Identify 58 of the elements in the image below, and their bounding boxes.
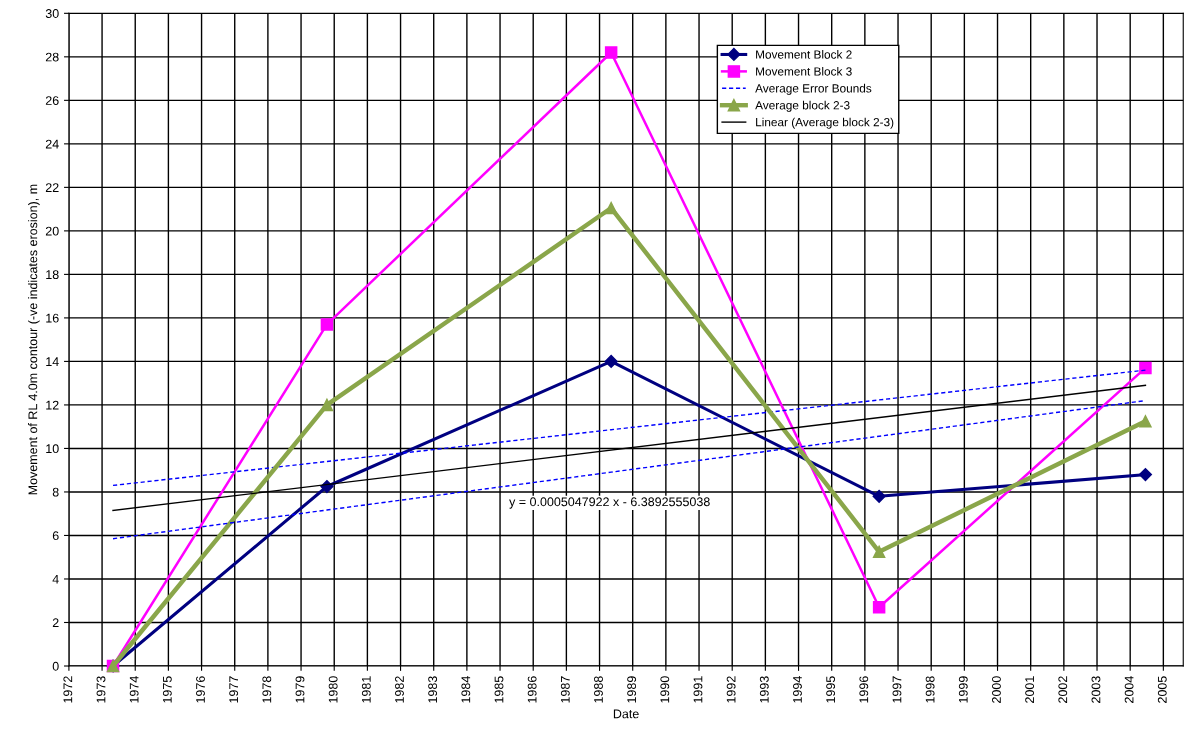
x-tick-label: 1992 xyxy=(726,676,736,703)
x-tick-label: 1999 xyxy=(958,676,968,703)
x-tick-label: 1993 xyxy=(759,676,769,703)
x-tick-label: 1997 xyxy=(892,676,902,703)
x-tick-label: 1985 xyxy=(494,676,504,703)
x-tick-label: 1978 xyxy=(262,676,272,703)
x-tick-label: 1984 xyxy=(461,676,471,703)
x-tick-label: 1975 xyxy=(162,676,172,703)
x-axis-title: Date xyxy=(613,709,639,719)
x-tick-label: 1989 xyxy=(627,676,637,703)
y-tick-label: 22 xyxy=(45,183,59,192)
x-tick-label: 1990 xyxy=(660,676,670,703)
x-tick-label: 2002 xyxy=(1058,676,1068,703)
x-tick-label: 1996 xyxy=(859,676,869,703)
x-tick-label: 1973 xyxy=(96,676,106,703)
x-tick-label: 2005 xyxy=(1157,676,1167,703)
y-tick-label: 6 xyxy=(52,531,59,541)
legend-label: Movement Block 2 xyxy=(756,50,852,59)
y-tick-label: 14 xyxy=(46,357,59,366)
y-tick-label: 30 xyxy=(45,9,59,18)
x-tick-label: 2000 xyxy=(992,676,1001,703)
x-tick-label: 1976 xyxy=(196,676,205,703)
x-tick-label: 1983 xyxy=(428,676,438,703)
x-tick-label: 1987 xyxy=(560,676,570,703)
y-tick-label: 0 xyxy=(52,661,59,671)
x-tick-label: 1977 xyxy=(229,676,239,703)
y-tick-label: 28 xyxy=(45,52,59,62)
x-tick-label: 1998 xyxy=(925,676,935,703)
y-tick-label: 12 xyxy=(46,400,59,410)
legend-label: Linear (Average block 2-3) xyxy=(756,117,894,129)
x-tick-label: 1995 xyxy=(826,676,836,703)
x-tick-label: 2001 xyxy=(1025,676,1035,703)
x-tick-label: 1979 xyxy=(295,676,305,703)
x-tick-label: 1986 xyxy=(527,676,537,703)
y-tick-label: 26 xyxy=(45,96,59,105)
legend-label: Average block 2-3 xyxy=(755,100,850,112)
x-tick-label: 2004 xyxy=(1124,676,1134,703)
legend-label: Movement Block 3 xyxy=(756,66,852,76)
x-tick-label: 1982 xyxy=(395,676,404,703)
x-tick-label: 1988 xyxy=(594,676,603,703)
y-tick-label: 20 xyxy=(45,226,59,236)
y-tick-label: 4 xyxy=(52,574,59,584)
x-tick-label: 1981 xyxy=(361,676,371,703)
y-tick-label: 2 xyxy=(52,618,59,628)
x-tick-label: 1974 xyxy=(129,676,139,703)
annotation: y = 0.0005047922 x - 6.3892555038 xyxy=(509,497,710,509)
x-tick-label: 1994 xyxy=(793,676,802,703)
y-tick-label: 18 xyxy=(46,270,59,280)
y-tick-label: 10 xyxy=(46,444,59,454)
y-axis-title: Movement of RL 4.0m contour (-ve indicates erosion), m xyxy=(28,184,40,495)
y-tick-label: 8 xyxy=(52,487,59,497)
y-tick-label: 16 xyxy=(46,313,59,323)
x-tick-label: 1980 xyxy=(328,676,338,703)
x-tick-label: 1972 xyxy=(63,676,73,703)
legend-label: Average Error Bounds xyxy=(755,83,872,95)
x-tick-label: 2003 xyxy=(1091,676,1101,703)
y-tick-label: 24 xyxy=(45,139,59,149)
x-tick-label: 1991 xyxy=(693,676,703,703)
